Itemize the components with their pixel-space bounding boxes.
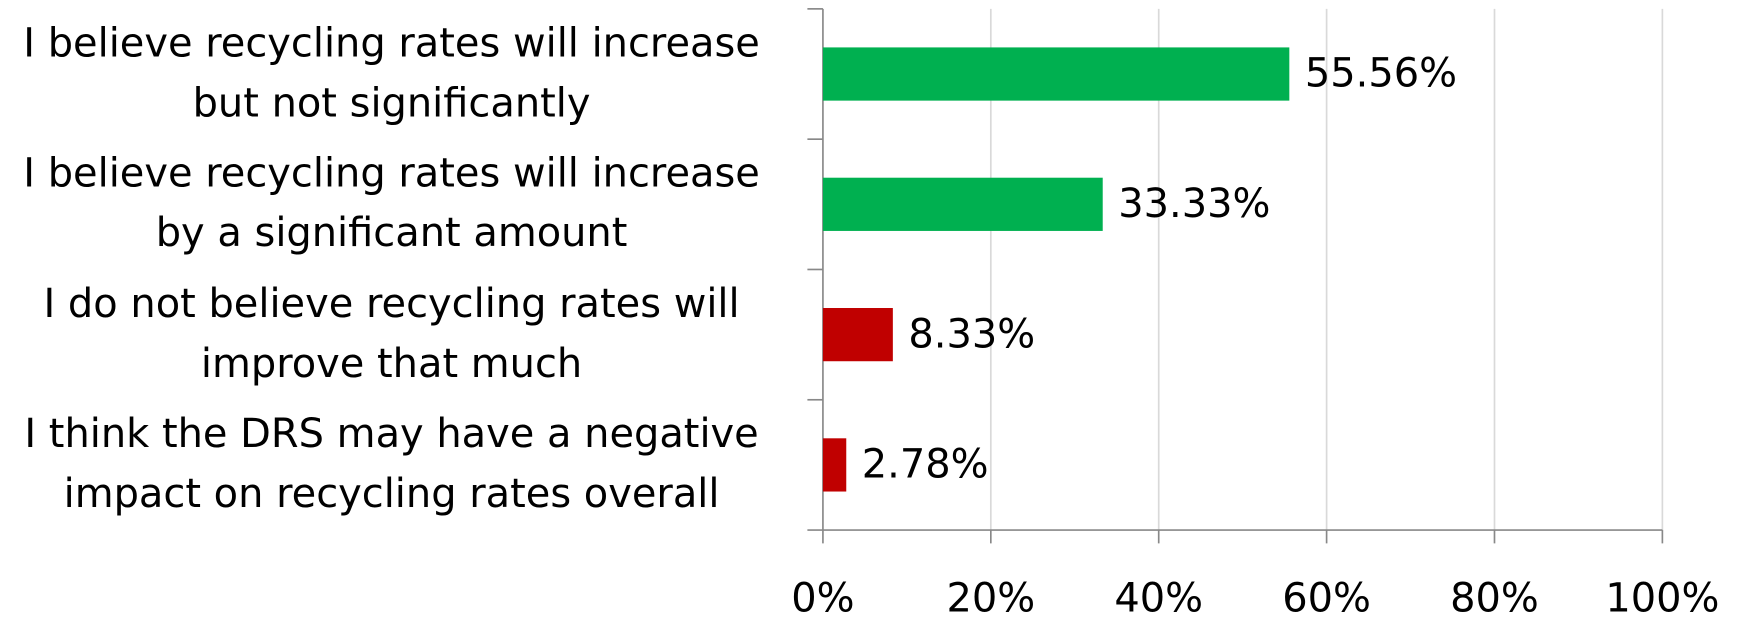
bar bbox=[822, 308, 893, 362]
y-tick-label: I believe recycling rates will increase … bbox=[23, 151, 760, 257]
x-tick-label: 20% bbox=[946, 576, 1035, 621]
category-label-box: I believe recycling rates will increase … bbox=[23, 20, 760, 127]
x-tick-label: 0% bbox=[791, 576, 854, 621]
y-tick-label: I think the DRS may have a negative impa… bbox=[24, 411, 759, 518]
value-label: 2.78% bbox=[862, 442, 989, 488]
category-label-box: I think the DRS may have a negative impa… bbox=[24, 411, 759, 518]
bar bbox=[822, 177, 1103, 231]
x-tick-label: 60% bbox=[1282, 576, 1371, 621]
value-label: 8.33% bbox=[908, 311, 1035, 357]
x-tick-label: 80% bbox=[1450, 576, 1539, 621]
y-tick-label: I believe recycling rates will increase … bbox=[23, 20, 760, 127]
value-label: 55.56% bbox=[1305, 51, 1457, 97]
value-label: 33.33% bbox=[1118, 181, 1270, 227]
bar bbox=[822, 47, 1290, 101]
y-tick-label: I do not believe recycling rates will im… bbox=[43, 281, 740, 387]
bar bbox=[822, 438, 847, 492]
x-tick-label: 100% bbox=[1605, 576, 1719, 621]
category-label-box: I believe recycling rates will increase … bbox=[23, 151, 760, 257]
x-tick-label: 40% bbox=[1114, 576, 1203, 621]
category-label-box: I do not believe recycling rates will im… bbox=[43, 281, 740, 387]
